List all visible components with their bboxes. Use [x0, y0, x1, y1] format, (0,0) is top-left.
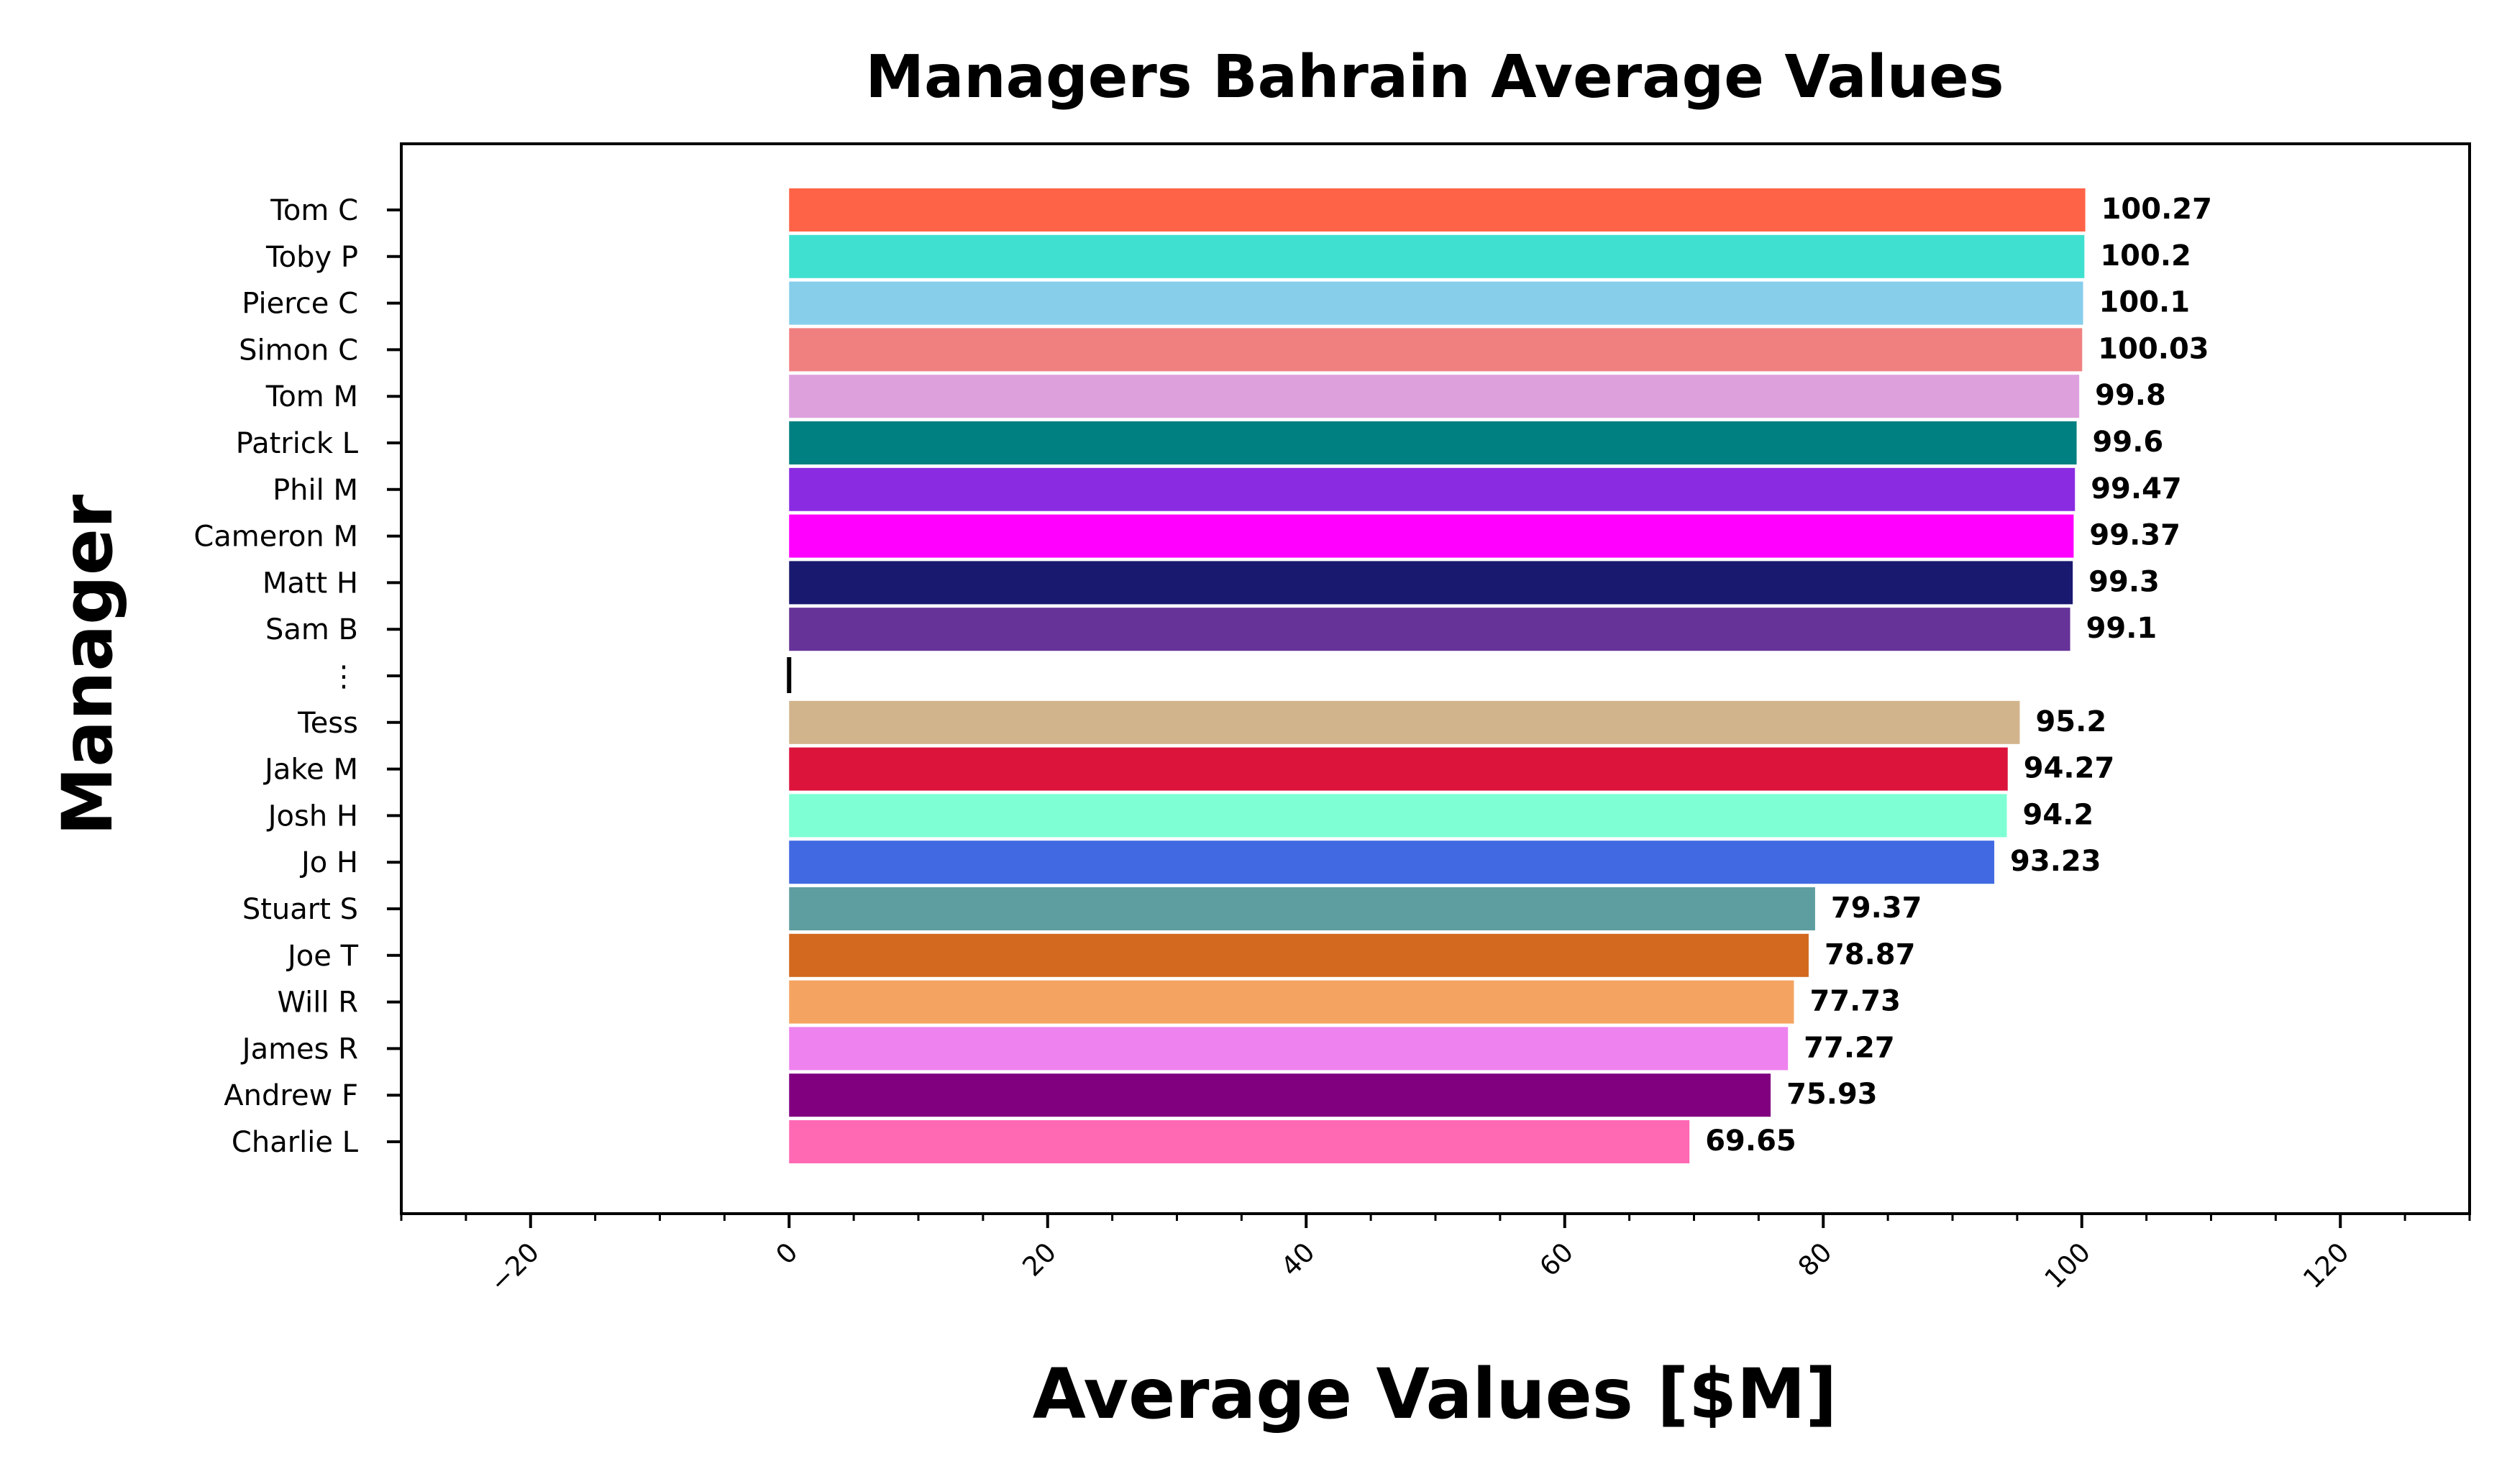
value-label-simon-c: 100.03: [2098, 332, 2209, 365]
y-tick-label-andrew-f: Andrew F: [224, 1079, 358, 1112]
bar-charlie-l: [789, 1120, 1690, 1163]
x-tick-label: 0: [770, 1237, 804, 1270]
value-label-james-r: 77.27: [1804, 1031, 1895, 1064]
bar-tom-c: [789, 188, 2086, 232]
value-label-tom-c: 100.27: [2101, 193, 2212, 226]
bar-toby-p: [789, 234, 2085, 278]
x-tick-label: 80: [1792, 1237, 1838, 1283]
y-tick-label-tom-c: Tom C: [270, 194, 358, 227]
value-label-toby-p: 100.2: [2100, 239, 2191, 272]
x-tick-label: 60: [1533, 1237, 1579, 1283]
y-tick-label-cameron-m: Cameron M: [193, 521, 358, 554]
y-tick-label-stuart-s: Stuart S: [242, 893, 358, 926]
value-label-josh-h: 94.2: [2022, 798, 2093, 831]
bar-jo-h: [789, 841, 1995, 884]
bar-tess: [789, 700, 2020, 744]
y-tick-label-jake-m: Jake M: [262, 754, 358, 787]
value-label-cameron-m: 99.37: [2089, 519, 2181, 552]
y-tick-label-patrick-l: Patrick L: [236, 427, 359, 460]
value-label-jo-h: 93.23: [2010, 845, 2101, 878]
y-tick-label-james-r: James R: [240, 1032, 358, 1066]
value-label-andrew-f: 75.93: [1786, 1078, 1878, 1111]
bar-simon-c: [789, 328, 2083, 372]
value-label-will-r: 77.73: [1809, 985, 1901, 1018]
bar-james-r: [789, 1027, 1789, 1071]
y-tick-label-toby-p: Toby P: [265, 241, 358, 274]
x-tick-label: −20: [483, 1237, 545, 1298]
y-axis-label: Manager: [47, 494, 128, 835]
y-tick-label-will-r: Will R: [277, 986, 358, 1020]
bar-jake-m: [789, 747, 2008, 791]
value-label-sam-b: 99.1: [2086, 612, 2157, 645]
x-tick-label: 100: [2039, 1237, 2096, 1294]
value-label-phil-m: 99.47: [2091, 472, 2182, 505]
y-tick-label-jo-h: Jo H: [299, 846, 358, 879]
y-tick-label-tom-m: Tom M: [265, 380, 358, 413]
value-label-stuart-s: 79.37: [1831, 892, 1922, 925]
bar-cameron-m: [789, 514, 2074, 558]
value-label-pierce-c: 100.1: [2099, 286, 2191, 319]
bar-will-r: [789, 980, 1794, 1024]
x-tick-label: 20: [1016, 1237, 1062, 1283]
bar-sam-b: [789, 608, 2070, 651]
value-label-joe-t: 78.87: [1825, 938, 1916, 971]
bar-patrick-l: [789, 421, 2077, 464]
y-tick-label-josh-h: Josh H: [266, 800, 358, 833]
y-tick-label-matt-h: Matt H: [262, 567, 358, 600]
bar-matt-h: [789, 561, 2073, 605]
bar-stuart-s: [789, 887, 1815, 930]
y-axis: Tom C Toby P Pierce C Simon C Tom M Patrick L…: [193, 194, 401, 1159]
y-tick-label-sam-b: Sam B: [265, 613, 358, 646]
bar-phil-m: [789, 467, 2076, 511]
value-label-jake-m: 94.27: [2024, 752, 2115, 785]
value-label-tess: 95.2: [2035, 705, 2106, 738]
y-tick-label-phil-m: Phil M: [273, 474, 358, 507]
bar-joe-t: [789, 933, 1809, 977]
separator-mark: [787, 657, 792, 693]
x-axis: −20 0 20 40 60 80 100 120: [400, 1214, 2471, 1298]
y-tick-label-joe-t: Joe T: [286, 940, 359, 973]
bar-josh-h: [789, 794, 2007, 838]
y-tick-label-charlie-l: Charlie L: [232, 1126, 359, 1159]
y-tick-label-tess: Tess: [297, 707, 358, 740]
bar-andrew-f: [789, 1073, 1771, 1117]
x-tick-label: 120: [2297, 1237, 2355, 1294]
value-label-patrick-l: 99.6: [2093, 426, 2164, 459]
value-label-tom-m: 99.8: [2095, 379, 2166, 412]
x-axis-label: Average Values [$M]: [1033, 1354, 1837, 1434]
y-tick-label-pierce-c: Pierce C: [242, 288, 358, 321]
value-label-matt-h: 99.3: [2088, 565, 2160, 598]
bar-pierce-c: [789, 281, 2083, 325]
y-tick-label-simon-c: Simon C: [239, 334, 358, 367]
value-label-charlie-l: 69.65: [1705, 1125, 1796, 1158]
chart-title: Managers Bahrain Average Values: [865, 43, 2004, 111]
x-tick-label: 40: [1275, 1237, 1321, 1283]
y-tick-label-separator: ⋮: [329, 660, 358, 693]
bar-tom-m: [789, 375, 2080, 418]
plot-area: 100.27100.2100.1100.0399.899.699.4799.37…: [787, 188, 2212, 1163]
